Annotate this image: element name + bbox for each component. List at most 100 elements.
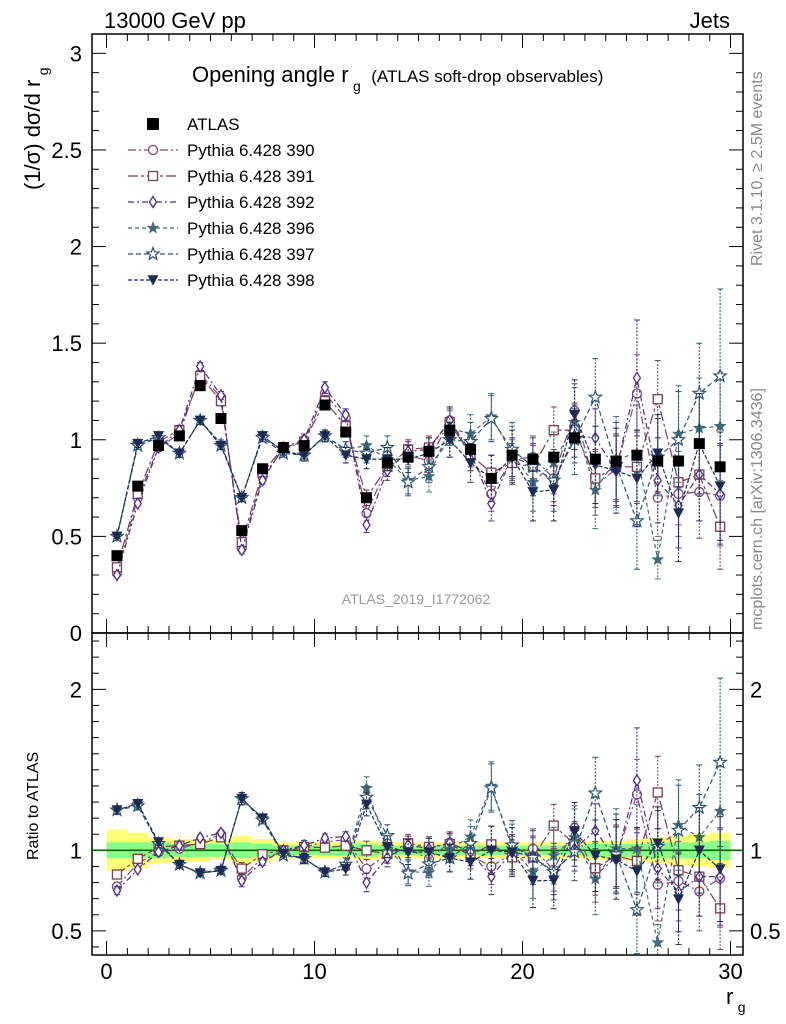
x-axis-label: r g [726, 984, 746, 1015]
y-axis-label-main: (1/σ) dσ/d r g [20, 67, 51, 190]
atlas-data-point [340, 426, 352, 438]
atlas-data-point [485, 472, 497, 484]
legend: ATLAS Pythia 6.428 390 Pythia 6.428 391 Pyt… [128, 115, 315, 290]
series-pythia-6428-392-ratio-line [116, 780, 721, 893]
series-pythia-6428-397-point [400, 474, 416, 489]
series-pythia-6428-398-ratio-point [631, 866, 643, 877]
atlas-data-point [236, 525, 248, 537]
atlas-data-point [319, 399, 331, 411]
series-pythia-6428-391-ratio-point [236, 863, 247, 874]
series-pythia-6428-398-ratio-point [361, 799, 373, 810]
series-pythia-6428-398-point [215, 440, 227, 452]
analysis-watermark: ATLAS_2019_I1772062 [342, 591, 491, 607]
y-tick-label: 0.5 [51, 524, 82, 549]
series-pythia-6428-398-ratio-point [277, 848, 289, 860]
series-pythia-6428-398-ratio-point [714, 864, 726, 875]
mcplots-credit-text: mcplots.cern.ch [arXiv:1306.3436] [749, 388, 766, 630]
series-pythia-6428-392-ratio-point [258, 855, 267, 869]
series-pythia-6428-397-ratio-point [566, 843, 583, 859]
series-pythia-6428-391-ratio-point [548, 820, 559, 831]
series-pythia-6428-392-ratio-point [216, 826, 226, 840]
series-pythia-6428-392-ratio-point [112, 883, 122, 898]
series-pythia-6428-396-ratio-point [630, 841, 644, 855]
atlas-data-point [153, 440, 165, 452]
series-pythia-6428-397-point [670, 431, 687, 447]
atlas-data-point [693, 438, 705, 450]
y-tick-label: 2.5 [51, 138, 82, 163]
atlas-data-point [381, 457, 393, 469]
atlas-data-point [257, 463, 269, 475]
series-pythia-6428-391-ratio-point [132, 853, 143, 864]
legend-label: Pythia 6.428 390 [187, 141, 315, 160]
series-pythia-6428-397-ratio-point [670, 822, 687, 838]
series-pythia-6428-398-ratio-point [548, 875, 560, 887]
x-tick-label: 10 [302, 959, 326, 984]
series-pythia-6428-398-ratio-point [236, 793, 248, 805]
series-pythia-6428-398-point [673, 508, 685, 519]
atlas-data-point [194, 380, 206, 392]
series-pythia-6428-392-ratio-point [195, 831, 205, 845]
series-pythia-6428-396-ratio-point [588, 872, 602, 885]
legend-label: Pythia 6.428 391 [187, 167, 315, 186]
series-pythia-6428-397-line [116, 375, 721, 537]
series-pythia-6428-398-point [652, 448, 664, 459]
atlas-data-point [298, 440, 310, 452]
series-pythia-6428-396-ratio-line [116, 784, 721, 943]
series-pythia-6428-392-point [341, 407, 351, 422]
series-pythia-6428-392-point [258, 473, 267, 488]
atlas-data-point [132, 480, 144, 492]
series-pythia-6428-392-line [116, 364, 721, 576]
series-pythia-6428-397-ratio-point [483, 779, 500, 795]
series-pythia-6428-398-ratio-point [111, 805, 123, 816]
series-pythia-6428-398-ratio-point [569, 826, 581, 837]
legend-label: Pythia 6.428 397 [187, 245, 315, 264]
series-pythia-6428-392-ratio-point [632, 773, 642, 788]
series-pythia-6428-398-point [319, 431, 331, 442]
series-pythia-6428-390-ratio-point [361, 863, 372, 874]
legend-marker [145, 245, 161, 261]
series-pythia-6428-398-point [631, 473, 643, 485]
y-tick-label: 3 [70, 41, 82, 66]
series-pythia-6428-392-point [216, 388, 226, 403]
atlas-data-point [402, 451, 414, 463]
series-pythia-6428-398-ratio-point [215, 865, 227, 877]
series-pythia-6428-398-ratio-point [610, 854, 622, 866]
series-pythia-6428-398-point [257, 431, 269, 442]
atlas-data-point [548, 451, 560, 463]
series-pythia-6428-398-point [361, 454, 373, 465]
series-pythia-6428-391-line [116, 374, 721, 568]
atlas-data-point [569, 432, 581, 444]
ratio-y-tick-label-right: 2 [750, 677, 762, 702]
series-pythia-6428-398-ratio-point [340, 864, 352, 875]
series-pythia-6428-392-ratio-point [341, 829, 351, 844]
series-pythia-6428-391-point [652, 394, 663, 405]
series-pythia-6428-390-line [116, 372, 721, 574]
legend-label: Pythia 6.428 398 [187, 271, 315, 290]
atlas-data-point [444, 424, 456, 436]
series-pythia-6428-397-point [691, 385, 708, 401]
series-pythia-6428-398-ratio-point [194, 868, 206, 879]
series-pythia-6428-398-ratio-point [423, 847, 435, 858]
legend-label: Pythia 6.428 392 [187, 193, 315, 212]
atlas-data-point [527, 453, 539, 465]
series-pythia-6428-398-ratio-point [693, 845, 705, 856]
ratio-frame [91, 632, 744, 956]
chart-title: Opening angle r g (ATLAS soft-drop obser… [192, 62, 603, 95]
atlas-data-point [277, 442, 289, 454]
series-pythia-6428-397-point [712, 367, 728, 383]
ratio-y-tick-label-right: 0.5 [750, 919, 781, 944]
series-pythia-6428-398-ratio-point [652, 838, 664, 849]
ratio-plot-data [92, 677, 743, 955]
series-pythia-6428-398-point [194, 415, 206, 427]
series-pythia-6428-398-ratio-point [673, 894, 685, 905]
y-tick-label: 1 [70, 428, 82, 453]
series-pythia-6428-396-ratio-point [651, 935, 665, 949]
y-tick-label: 1.5 [51, 331, 82, 356]
chart-title-sub: g [353, 78, 361, 94]
series-pythia-6428-398-ratio-point [527, 875, 539, 887]
series-pythia-6428-391-ratio-point [361, 845, 372, 856]
series-pythia-6428-398-ratio-point [173, 859, 185, 871]
series-pythia-6428-398-ratio-point [319, 867, 331, 878]
y-axis-label-ratio: Ratio to ATLAS [25, 752, 42, 860]
series-pythia-6428-391-ratio-point [652, 787, 663, 798]
